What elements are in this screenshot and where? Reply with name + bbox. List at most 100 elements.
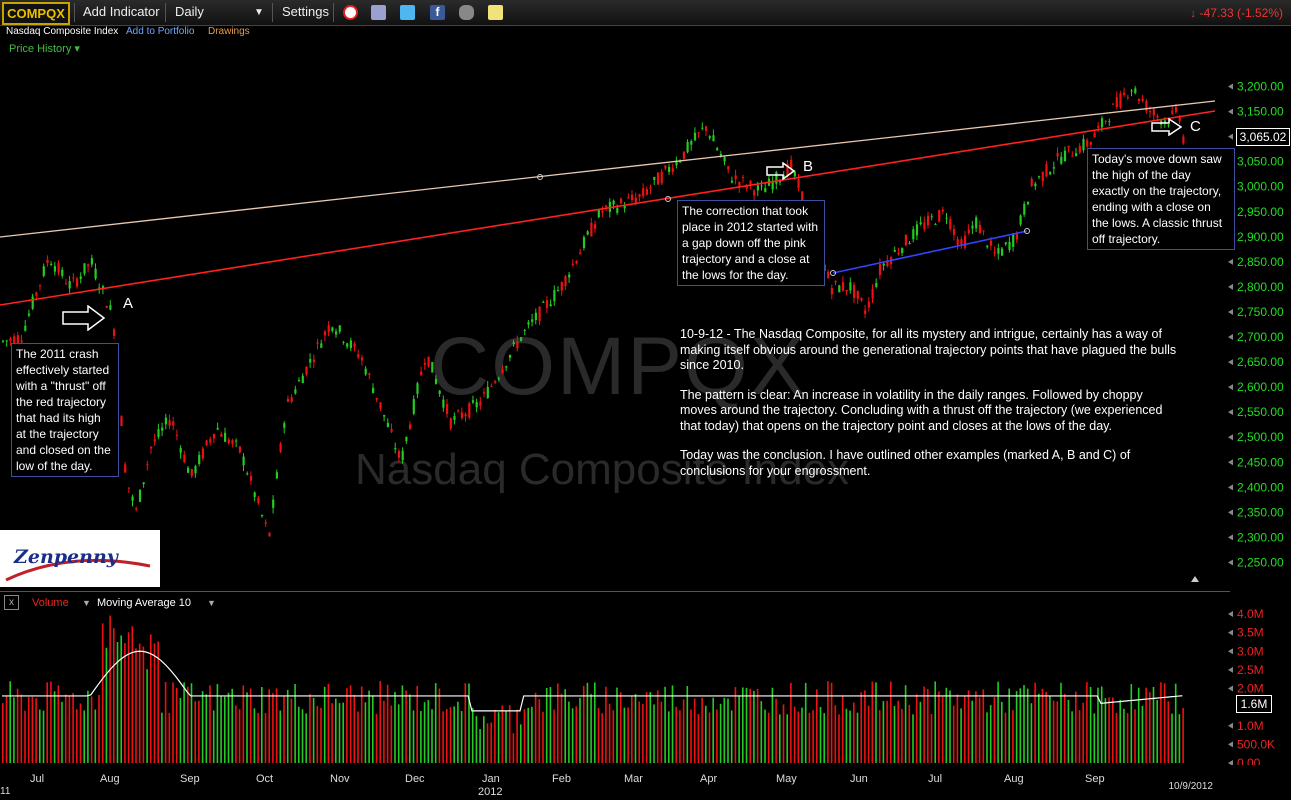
volume-bar: [212, 710, 215, 763]
candle-body: [1167, 124, 1170, 126]
price-tick-label: 2,900.00: [1237, 230, 1284, 244]
month-label: Jan: [482, 773, 500, 785]
print-icon[interactable]: [371, 5, 386, 20]
candle-body: [1067, 145, 1070, 148]
candle-body: [386, 422, 389, 427]
alarm-clock-icon[interactable]: [343, 5, 358, 20]
note-icon[interactable]: [488, 5, 503, 20]
volume-bar: [109, 615, 111, 763]
volume-bar: [538, 699, 541, 763]
volume-bar: [253, 708, 256, 763]
volume-bars-group: [2, 615, 1184, 763]
candle-body: [516, 341, 519, 349]
volume-bar: [823, 713, 825, 763]
volume-bar: [719, 703, 722, 763]
volume-bar: [856, 712, 859, 763]
price-tick-label: 2,350.00: [1237, 505, 1284, 519]
volume-bar: [1063, 694, 1066, 763]
volume-bar: [971, 700, 973, 763]
volume-bar: [986, 712, 988, 763]
binoculars-icon[interactable]: [459, 5, 474, 20]
chevron-down-icon[interactable]: ▼: [207, 598, 216, 608]
tick-marker-icon: [1228, 484, 1233, 491]
volume-bar: [497, 712, 500, 763]
volume-bar: [216, 684, 219, 763]
symbol-box[interactable]: COMPQX: [2, 2, 70, 25]
candle-body: [742, 177, 745, 179]
volume-bar: [164, 681, 167, 763]
candle-body: [153, 439, 156, 442]
month-label: Aug: [1004, 773, 1024, 785]
candle-body: [209, 439, 212, 443]
volume-bar: [283, 695, 285, 763]
tick-marker-icon: [1228, 685, 1233, 692]
drawings-link[interactable]: Drawings: [208, 26, 250, 37]
candle-body: [161, 427, 164, 431]
candle-body: [557, 290, 560, 292]
volume-bar: [201, 691, 204, 763]
volume-bar: [660, 701, 663, 763]
volume-bar: [31, 696, 34, 763]
period-select[interactable]: Daily: [175, 4, 204, 19]
volume-bar: [1178, 714, 1181, 763]
volume-bar: [664, 686, 666, 763]
volume-bar: [767, 712, 770, 763]
add-indicator-button[interactable]: Add Indicator: [83, 4, 160, 19]
candle-body: [686, 141, 689, 153]
volume-bar: [342, 702, 344, 763]
volume-bar: [379, 681, 381, 763]
price-history-menu[interactable]: Price History ▾: [9, 43, 80, 55]
tick-marker-icon: [1228, 283, 1233, 290]
period-dropdown-icon[interactable]: ▼: [254, 7, 264, 18]
volume-bar: [712, 697, 714, 763]
candle-body: [1045, 164, 1048, 177]
volume-bar: [375, 713, 378, 763]
volume-bar: [956, 694, 959, 763]
volume-bar: [649, 692, 652, 763]
volume-bar: [486, 723, 489, 763]
candle-body: [971, 225, 974, 229]
candle-body: [431, 361, 434, 373]
volume-bar: [656, 690, 659, 763]
price-chart[interactable]: 3,200.003,150.003,100.003,050.003,000.00…: [0, 56, 1291, 590]
close-icon[interactable]: x: [4, 595, 19, 610]
candle-body: [627, 197, 630, 199]
volume-bar: [320, 707, 322, 763]
chevron-down-icon[interactable]: ▼: [82, 598, 91, 608]
candle-body: [708, 136, 711, 139]
volume-chart[interactable]: 4.0M 3.5M 3.0M 2.5M 2.0M 1.0M 500.0K 0.00: [0, 590, 1291, 765]
add-to-portfolio-link[interactable]: Add to Portfolio: [126, 26, 195, 37]
volume-bar: [101, 623, 104, 763]
volume-label[interactable]: Volume: [32, 597, 69, 609]
volume-bar: [1023, 685, 1025, 763]
volume-bar: [264, 713, 267, 763]
tick-marker-icon: [1228, 648, 1233, 655]
candle-body: [46, 259, 49, 263]
candle-body: [949, 219, 952, 230]
settings-button[interactable]: Settings: [282, 4, 329, 19]
candle-body: [568, 274, 571, 278]
candle-body: [867, 301, 870, 308]
candle-body: [631, 194, 634, 201]
volume-bar: [838, 714, 840, 763]
volume-bar: [24, 710, 26, 763]
volume-bar: [187, 686, 189, 763]
twitter-icon[interactable]: [400, 5, 415, 20]
volume-tick-label: 2.0M: [1237, 682, 1264, 696]
volume-bar: [912, 714, 914, 763]
candle-body: [938, 210, 941, 222]
volume-bar: [960, 708, 962, 763]
candle-body: [560, 282, 563, 291]
volume-bar: [68, 696, 71, 763]
month-label: Jun: [850, 773, 868, 785]
candle-body: [790, 159, 793, 169]
tick-marker-icon: [1228, 559, 1233, 566]
marker-b: B: [803, 158, 814, 175]
moving-average-label[interactable]: Moving Average 10: [97, 597, 191, 609]
line-anchor-dot: [1024, 228, 1030, 234]
tick-marker-icon: [1228, 629, 1233, 636]
facebook-icon[interactable]: f: [430, 5, 445, 20]
volume-bar: [982, 689, 985, 763]
volume-bar: [1141, 705, 1144, 763]
volume-bar: [220, 696, 222, 763]
